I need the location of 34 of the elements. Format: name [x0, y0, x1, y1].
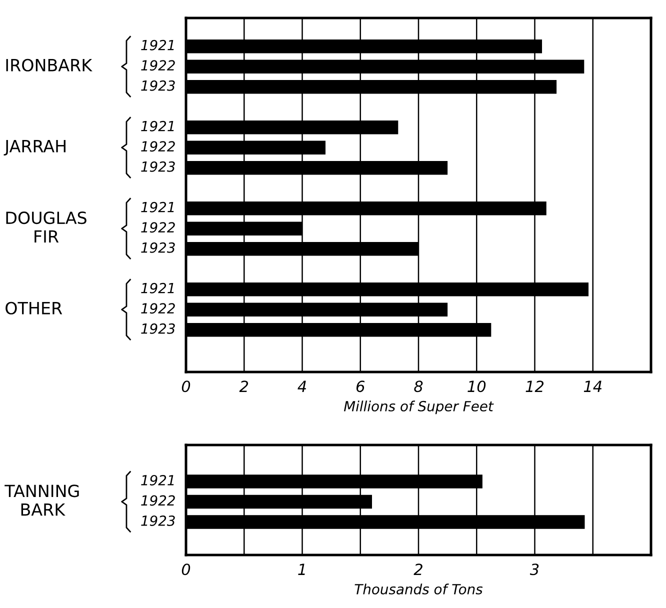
text: 1923	[141, 161, 175, 172]
text: 1921	[141, 120, 174, 132]
series-label: 1921	[141, 474, 174, 486]
series-label: 1923	[141, 80, 175, 91]
x-tick-label: 12	[526, 380, 544, 392]
x-tick-label: 6	[356, 380, 365, 392]
x-tick-label: 3	[530, 564, 539, 576]
x-axis-title: Thousands of Tons	[354, 584, 483, 594]
x-tick-label: 14	[584, 380, 602, 392]
x-tick-label: 10	[468, 380, 486, 392]
text: 1922	[141, 222, 175, 233]
y-tick-label: DOUGLAS FIR	[6, 212, 86, 243]
text: 1923	[141, 323, 175, 334]
x-axis-title: Millions of Super Feet	[344, 400, 494, 414]
series-label: 1923	[141, 515, 175, 526]
text: 1922	[141, 141, 175, 152]
y-tick-label: IRONBARK	[6, 58, 92, 72]
y-tick-label: OTHER	[6, 302, 62, 314]
x-tick-label: 8	[414, 380, 423, 392]
series-label: 1921	[141, 40, 174, 50]
series-label: 1922	[141, 60, 175, 71]
x-tick-label: 2	[239, 380, 248, 392]
x-tick-label: 2	[414, 564, 422, 575]
series-label: 1922	[141, 495, 175, 506]
text: 1922	[141, 303, 175, 314]
x-tick-label: 0	[182, 380, 190, 392]
x-tick-label: 4	[298, 380, 306, 392]
y-tick-label: TANNING BARK	[4, 484, 79, 516]
text: 1921	[141, 202, 174, 212]
x-tick-label: 1	[298, 564, 305, 575]
y-tick-label: JARRAH	[4, 140, 66, 156]
text: 1921	[141, 282, 174, 294]
text: 1923	[141, 242, 175, 253]
x-tick-label: 0	[182, 564, 190, 576]
